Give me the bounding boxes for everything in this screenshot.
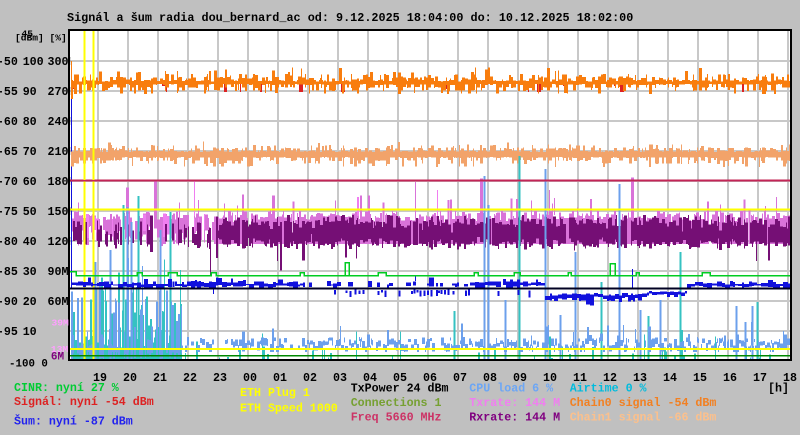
- svg-text:-65: -65: [0, 146, 18, 159]
- svg-text:10: 10: [543, 372, 557, 385]
- svg-text:ETH Plug 1: ETH Plug 1: [240, 387, 310, 400]
- svg-text:03: 03: [333, 372, 347, 385]
- svg-text:05: 05: [393, 372, 407, 385]
- svg-text:Rxrate: 144 M: Rxrate: 144 M: [469, 412, 560, 425]
- svg-text:45: 45: [22, 29, 34, 40]
- svg-text:6M: 6M: [51, 352, 65, 364]
- svg-text:30: 30: [23, 266, 37, 279]
- svg-text:Šum: nyní -87 dBm: Šum: nyní -87 dBm: [14, 415, 133, 429]
- svg-text:-70: -70: [0, 176, 18, 189]
- svg-text:Chain0 signal -54 dBm: Chain0 signal -54 dBm: [570, 397, 717, 410]
- svg-text:12: 12: [603, 372, 617, 385]
- svg-text:-95: -95: [0, 326, 18, 339]
- svg-text:10: 10: [23, 326, 37, 339]
- svg-text:Signál: nyní -54 dBm: Signál: nyní -54 dBm: [14, 396, 154, 409]
- svg-text:-50: -50: [0, 56, 18, 69]
- svg-text:02: 02: [303, 372, 317, 385]
- svg-text:20: 20: [123, 372, 137, 385]
- svg-text:16: 16: [723, 372, 737, 385]
- svg-text:01: 01: [273, 372, 287, 385]
- svg-text:18: 18: [783, 372, 797, 385]
- svg-text:Signál a šum radia dou_bernard: Signál a šum radia dou_bernard_ac od: 9.…: [67, 11, 633, 25]
- svg-text:70: 70: [23, 146, 37, 159]
- svg-text:-80: -80: [0, 236, 18, 249]
- svg-text:120M: 120M: [48, 236, 76, 249]
- svg-text:13M: 13M: [51, 344, 69, 355]
- svg-text:04: 04: [363, 372, 377, 385]
- svg-text:TxPower 24 dBm: TxPower 24 dBm: [351, 383, 449, 396]
- svg-text:13: 13: [633, 372, 647, 385]
- svg-text:240M: 240M: [48, 116, 76, 129]
- svg-text:14: 14: [663, 372, 677, 385]
- svg-text:08: 08: [483, 372, 497, 385]
- svg-text:50: 50: [23, 206, 37, 219]
- svg-text:-75: -75: [0, 206, 18, 219]
- svg-text:-60: -60: [0, 116, 18, 129]
- svg-text:60: 60: [23, 176, 37, 189]
- svg-text:22: 22: [183, 372, 197, 385]
- svg-text:[h]: [h]: [768, 383, 789, 396]
- svg-text:09: 09: [513, 372, 527, 385]
- svg-text:15: 15: [693, 372, 707, 385]
- svg-text:19: 19: [93, 372, 107, 385]
- svg-text:07: 07: [453, 372, 467, 385]
- svg-text:300M: 300M: [48, 56, 76, 69]
- svg-text:ETH Speed 1000: ETH Speed 1000: [240, 402, 338, 415]
- svg-text:39M: 39M: [52, 318, 70, 329]
- svg-text:Txrate: 144 M: Txrate: 144 M: [469, 397, 560, 410]
- svg-text:40: 40: [23, 236, 37, 249]
- svg-text:90: 90: [23, 86, 37, 99]
- svg-text:60M: 60M: [48, 296, 69, 309]
- svg-text:Connections 1: Connections 1: [351, 397, 442, 410]
- svg-text:06: 06: [423, 372, 437, 385]
- svg-text:150M: 150M: [48, 206, 76, 219]
- svg-text:90M: 90M: [48, 266, 69, 279]
- svg-text:-100 0: -100 0: [9, 359, 48, 371]
- svg-text:-90: -90: [0, 296, 18, 309]
- svg-text:Airtime 0 %: Airtime 0 %: [570, 383, 647, 396]
- svg-text:210M: 210M: [48, 146, 76, 159]
- svg-text:Freq 5660 MHz: Freq 5660 MHz: [351, 412, 442, 425]
- svg-text:-85: -85: [0, 266, 18, 279]
- svg-text:00: 00: [243, 372, 257, 385]
- svg-text:[dBm] [%]: [dBm] [%]: [15, 33, 67, 44]
- svg-text:Chain1 signal -66 dBm: Chain1 signal -66 dBm: [570, 412, 717, 425]
- svg-text:11: 11: [573, 372, 587, 385]
- svg-text:270M: 270M: [48, 86, 76, 99]
- svg-text:20: 20: [23, 296, 37, 309]
- svg-text:180M: 180M: [48, 176, 76, 189]
- svg-text:17: 17: [753, 372, 767, 385]
- svg-text:23: 23: [213, 372, 227, 385]
- svg-text:-55: -55: [0, 86, 18, 99]
- svg-text:21: 21: [153, 372, 167, 385]
- svg-text:CPU load 6 %: CPU load 6 %: [469, 383, 553, 396]
- svg-text:100: 100: [23, 56, 44, 69]
- svg-text:80: 80: [23, 116, 37, 129]
- svg-text:CINR: nyní 27 %: CINR: nyní 27 %: [14, 382, 119, 395]
